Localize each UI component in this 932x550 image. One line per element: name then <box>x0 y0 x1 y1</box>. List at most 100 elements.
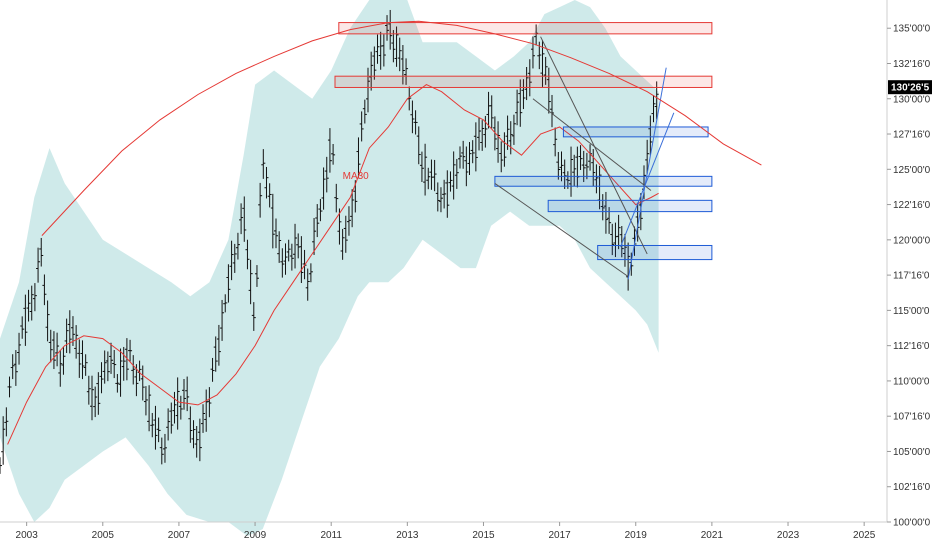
price-bar <box>524 67 529 101</box>
trendline[interactable] <box>494 182 629 277</box>
price-bar <box>188 406 193 443</box>
price-zones[interactable] <box>334 22 713 261</box>
price-bar <box>232 243 237 273</box>
resistance-zone[interactable] <box>334 75 713 88</box>
ohlc-bars <box>0 9 659 474</box>
price-bar <box>226 264 231 303</box>
price-bar <box>267 183 272 208</box>
y-tick-label: 130'00'0 <box>893 94 931 105</box>
x-tick-label: 2019 <box>625 530 648 541</box>
price-bar <box>159 437 164 465</box>
price-bar <box>350 189 355 228</box>
price-bar <box>489 95 494 129</box>
x-axis[interactable]: 2003 2005 2007 2009 2011 2013 2015 2017 2019 2021… <box>16 522 876 541</box>
price-bar <box>426 167 431 190</box>
x-tick-label: 2021 <box>701 530 724 541</box>
price-bar <box>470 140 475 164</box>
price-bar <box>505 115 510 150</box>
price-bar <box>432 159 437 192</box>
support-zone[interactable] <box>494 175 713 187</box>
arc-curve[interactable] <box>41 20 762 236</box>
price-bar <box>36 247 41 283</box>
trendline[interactable] <box>540 36 648 255</box>
price-bar <box>26 289 31 322</box>
price-bar <box>194 426 199 458</box>
price-bar <box>521 79 526 110</box>
price-bar <box>64 318 69 353</box>
price-bar <box>359 111 364 142</box>
price-bar <box>61 346 66 375</box>
price-bar <box>239 203 244 235</box>
price-bar <box>258 182 263 218</box>
y-tick-label: 112'16'0 <box>893 341 930 352</box>
price-bar <box>248 259 253 305</box>
price-bar <box>270 193 275 249</box>
resistance-zone[interactable] <box>338 22 713 35</box>
price-bar <box>318 198 323 222</box>
x-tick-label: 2009 <box>244 530 267 541</box>
price-bar <box>619 226 624 258</box>
price-bar <box>546 67 551 114</box>
y-axis[interactable]: 100'00'0 102'16'0 105'00'0 107'16'0 110'00'0… <box>887 24 931 529</box>
y-tick-label: 117'16'0 <box>893 271 930 282</box>
price-bar <box>4 407 9 437</box>
price-bar <box>169 402 174 434</box>
price-bar <box>397 37 402 72</box>
price-bar <box>391 30 396 63</box>
price-bar <box>121 346 126 381</box>
price-bar <box>223 294 228 313</box>
price-bar <box>17 332 22 365</box>
y-tick-label: 127'16'0 <box>893 130 931 141</box>
trendline[interactable] <box>620 112 675 248</box>
price-bar <box>404 58 409 85</box>
price-bar <box>515 89 520 126</box>
price-bar <box>197 418 202 462</box>
price-bar <box>201 404 206 433</box>
ma30-path <box>7 84 659 445</box>
price-bar <box>324 156 329 193</box>
price-bar <box>312 218 317 255</box>
x-tick-label: 2003 <box>16 530 39 541</box>
price-bar <box>321 167 326 210</box>
price-bar <box>648 115 653 156</box>
bollinger-band <box>0 0 659 537</box>
price-bar <box>553 127 558 157</box>
price-bar <box>42 274 47 306</box>
price-bar <box>569 146 574 197</box>
price-bar <box>572 154 577 187</box>
support-zone[interactable] <box>562 126 709 138</box>
price-bar <box>289 243 294 271</box>
y-tick-label: 120'00'0 <box>893 235 931 246</box>
price-bar <box>283 243 288 275</box>
trendline[interactable] <box>627 67 667 280</box>
price-bar <box>166 408 171 441</box>
price-bar <box>13 350 18 386</box>
price-bar <box>410 100 415 134</box>
trendlines[interactable] <box>494 36 675 280</box>
price-bar <box>112 349 117 379</box>
price-bar <box>0 457 2 474</box>
price-bar <box>207 387 212 418</box>
price-bar <box>394 26 399 67</box>
x-tick-label: 2011 <box>320 530 342 541</box>
support-zone[interactable] <box>547 199 713 213</box>
price-bar <box>55 332 60 367</box>
arc-path[interactable] <box>41 20 762 236</box>
price-bar <box>254 265 259 287</box>
price-bar <box>356 137 361 179</box>
price-bar <box>416 126 421 165</box>
support-zone[interactable] <box>597 244 713 261</box>
price-bar <box>131 355 136 385</box>
price-bar <box>492 116 497 151</box>
y-tick-label: 125'00'0 <box>893 165 931 176</box>
x-tick-label: 2013 <box>396 530 419 541</box>
trendline[interactable] <box>532 98 652 191</box>
price-bar <box>185 376 190 412</box>
price-bar <box>381 34 386 67</box>
price-bar <box>128 339 133 362</box>
price-bar <box>435 182 440 212</box>
x-tick-label: 2023 <box>777 530 800 541</box>
price-bar <box>483 115 488 148</box>
price-bar <box>118 348 123 397</box>
